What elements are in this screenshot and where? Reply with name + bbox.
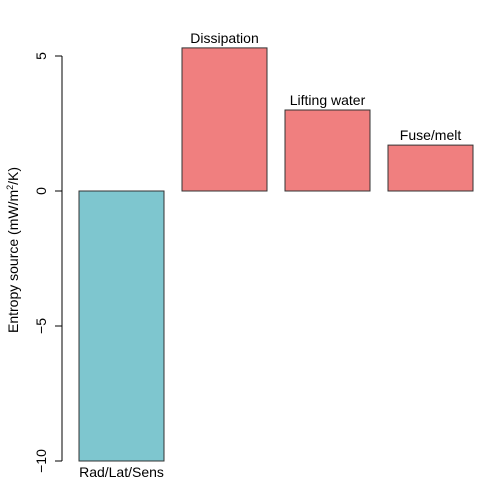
y-tick-label: −5 (33, 318, 49, 334)
bar-dissipation (181, 47, 268, 192)
bar-lifting-water (284, 109, 371, 192)
bar-label: Dissipation (190, 30, 258, 46)
y-axis: −10 −5 0 5 (33, 52, 63, 473)
bar-rad-lat-sens (78, 190, 165, 462)
bar-labels: Rad/Lat/Sens Dissipation Lifting water Fuse… (79, 30, 461, 480)
y-tick-label: 0 (33, 187, 49, 195)
bar-label: Fuse/melt (400, 127, 462, 143)
bar-fuse-melt (387, 144, 474, 192)
y-axis-title: Entropy source (mW/m2/K) (5, 167, 21, 333)
bars (78, 47, 474, 462)
bar-label: Lifting water (290, 92, 366, 108)
y-tick-label: 5 (33, 52, 49, 60)
bar-label: Rad/Lat/Sens (79, 464, 164, 480)
y-axis-title-superscript: 2 (5, 185, 15, 190)
y-tick-label: −10 (33, 449, 49, 473)
